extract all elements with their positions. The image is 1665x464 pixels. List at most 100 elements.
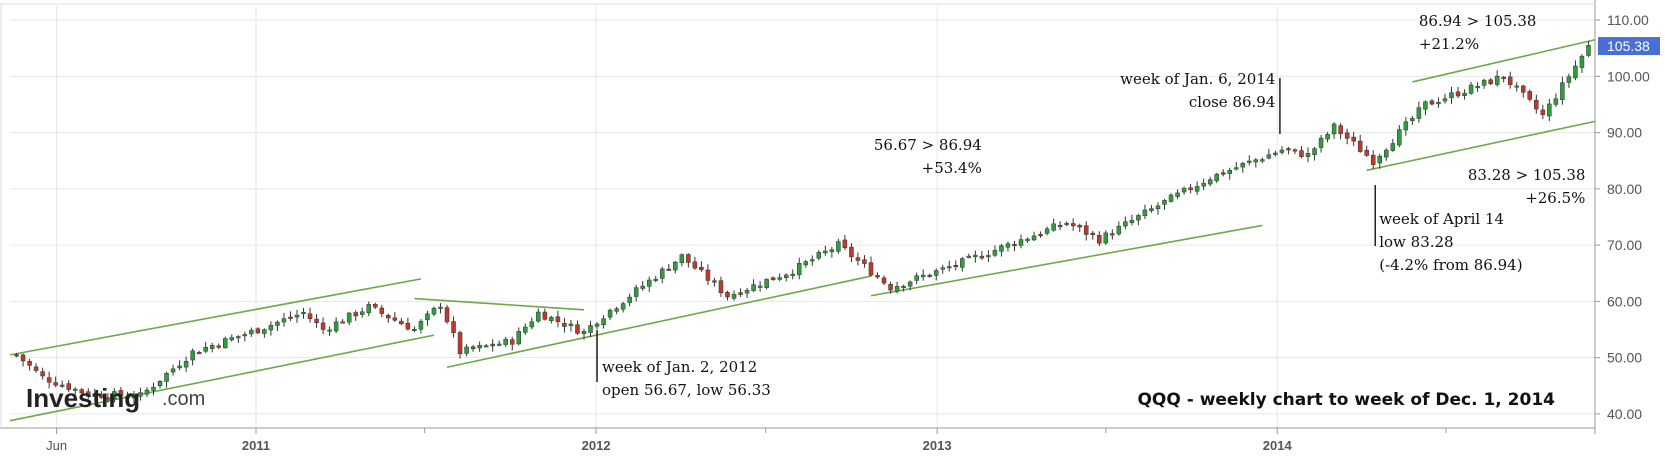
annotation-text: +26.5% [1525,189,1585,207]
gridlines [0,0,1596,434]
annotation: week of Jan. 2, 2012 open 56.67, low 56.3… [596,330,771,399]
candle-body [359,311,365,315]
candle-body [1077,225,1082,228]
candle-body [333,321,339,332]
candle-body [842,239,848,249]
candle-body [1051,223,1056,231]
candle-body [712,280,717,283]
candlesticks [14,41,1591,404]
candle-body [451,321,456,334]
candle-body [790,273,795,276]
candle-body [307,313,313,320]
candle-body [1547,103,1552,117]
candle-body [1083,225,1089,235]
candle-body [1540,109,1546,115]
candle-body [1462,92,1467,96]
candle-body [1403,121,1409,131]
candle-body [1031,235,1037,241]
candle-body [1423,101,1428,110]
candle-body [1318,137,1324,148]
candle-body [1501,76,1506,79]
candle-body [470,346,476,350]
candle-body [301,312,306,315]
candle-body [1566,76,1572,83]
y-tick-label: 110.00 [1607,12,1649,28]
candle-body [1253,159,1259,163]
candle-body [1181,187,1187,193]
candle-body [1162,200,1167,205]
candle-body [836,241,841,252]
candle-body [627,296,632,303]
candle-body [1214,173,1219,182]
candle-body [594,323,600,327]
candle-body [1370,154,1376,165]
candle-body [1070,223,1076,227]
candle-body [53,382,58,386]
candle-body [796,263,802,276]
candle-body [412,328,417,331]
candle-body [1305,152,1311,157]
candle-body [1416,107,1422,119]
candle-body [353,312,358,317]
candle-body [444,307,450,323]
candle-body [1312,148,1317,155]
y-tick-label: 70.00 [1607,237,1642,253]
x-tick-label: 2014 [1263,438,1293,453]
candle-body [927,274,932,277]
annotation: week of Jan. 6, 2014 close 86.94 [1120,70,1281,134]
candle-body [46,377,52,383]
candle-body [686,254,691,263]
candle-body [268,324,274,331]
candle-body [203,346,208,352]
candle-body [529,321,535,328]
annotation-text: week of Jan. 2, 2012 [602,358,757,376]
candle-body [1175,192,1180,197]
candle-body [105,397,111,400]
x-axis: Jun 2011 2012 2013 2014 [46,428,1447,453]
candle-body [1442,98,1448,102]
candle-body [92,393,98,397]
annotation-text: +21.2% [1419,35,1479,53]
candle-body [1260,159,1265,162]
candle-body [1110,233,1115,236]
candle-body [555,316,561,322]
candle-body [1064,222,1069,225]
candle-body [1273,152,1278,155]
candle-body [249,329,254,335]
candle-body [1025,238,1030,242]
y-tick-label: 40.00 [1607,406,1642,422]
annotation-text: 83.28 > 105.38 [1468,166,1586,184]
candle-body [1286,148,1291,151]
candle-body [940,267,945,270]
candle-body [236,336,241,339]
candle-body [614,308,619,312]
candle-body [953,264,959,267]
candle-body [1436,102,1441,105]
candle-body [633,287,639,297]
candle-body [27,360,32,366]
candle-body [757,285,763,288]
annotation-text: 56.67 > 86.94 [874,136,982,154]
candle-body [1579,55,1585,68]
candle-body [640,285,645,289]
candle-body [731,293,737,299]
candle-body [59,384,65,387]
candle-body [881,277,887,284]
candle-body [1507,76,1513,85]
candle-body [894,286,900,292]
last-price-label: 105.38 [1607,38,1650,54]
annotations: week of Jan. 2, 2012 open 56.67, low 56.3… [596,12,1586,399]
candle-body [386,314,391,319]
candle-body [588,325,593,333]
candle-body [783,274,789,279]
annotation: 83.28 > 105.38 +26.5% [1468,166,1586,207]
candle-body [196,352,202,355]
candle-body [764,279,769,288]
candle-body [1207,179,1213,185]
candle-body [288,316,293,319]
candle-body [601,318,606,326]
candle-body [777,277,782,280]
candle-body [1560,82,1565,100]
candle-body [118,390,124,397]
